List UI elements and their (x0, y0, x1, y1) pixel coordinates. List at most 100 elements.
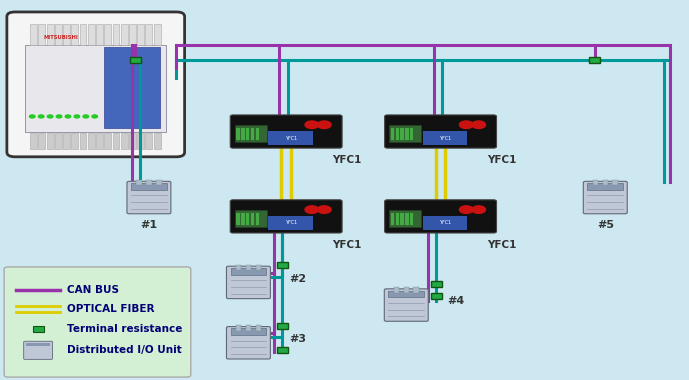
Circle shape (56, 115, 62, 118)
Bar (25, 45, 166, 131)
Bar (391, 128, 394, 140)
Bar (241, 128, 245, 140)
Bar (104, 133, 111, 149)
Text: #3: #3 (289, 334, 307, 344)
Bar (80, 24, 87, 45)
Bar (276, 347, 287, 353)
Circle shape (92, 115, 97, 118)
Bar (389, 211, 422, 227)
Bar (39, 24, 45, 45)
Text: YFC1: YFC1 (439, 136, 451, 141)
FancyBboxPatch shape (227, 326, 270, 359)
Bar (236, 325, 241, 331)
Bar (129, 24, 136, 45)
Bar (236, 213, 240, 225)
Bar (389, 291, 424, 298)
Text: YFC1: YFC1 (333, 155, 362, 165)
Bar (88, 24, 94, 45)
Bar (136, 180, 142, 185)
Bar (395, 128, 399, 140)
Bar (268, 216, 313, 230)
Bar (154, 24, 161, 45)
Text: MITSUBISHI: MITSUBISHI (44, 35, 79, 40)
Text: OPTICAL FIBER: OPTICAL FIBER (67, 304, 154, 314)
FancyBboxPatch shape (23, 341, 52, 359)
Bar (431, 281, 442, 287)
Text: CAN BUS: CAN BUS (67, 285, 119, 295)
Circle shape (39, 115, 44, 118)
Bar (405, 213, 409, 225)
Bar (235, 125, 267, 142)
Bar (63, 133, 70, 149)
Bar (112, 24, 119, 45)
Bar (256, 325, 261, 331)
Text: YFC1: YFC1 (333, 240, 362, 250)
Bar (30, 24, 37, 45)
Circle shape (305, 206, 319, 214)
Bar (256, 213, 259, 225)
Bar (80, 133, 87, 149)
Bar (268, 131, 313, 145)
Text: #4: #4 (447, 296, 464, 306)
Circle shape (30, 115, 35, 118)
Bar (47, 24, 54, 45)
Bar (276, 263, 287, 268)
Circle shape (48, 115, 53, 118)
Bar (129, 133, 136, 149)
Bar (423, 216, 467, 230)
FancyBboxPatch shape (384, 200, 497, 233)
Bar (26, 343, 50, 346)
Circle shape (460, 206, 473, 214)
Circle shape (65, 115, 71, 118)
FancyBboxPatch shape (230, 200, 342, 233)
Bar (235, 211, 267, 227)
Bar (39, 133, 45, 149)
Bar (246, 213, 249, 225)
Bar (276, 323, 287, 329)
Bar (391, 213, 394, 225)
Bar (236, 265, 241, 270)
Text: Distributed I/O Unit: Distributed I/O Unit (67, 345, 181, 355)
Circle shape (472, 206, 486, 214)
Bar (251, 213, 254, 225)
Text: YFC1: YFC1 (285, 136, 297, 141)
FancyBboxPatch shape (7, 12, 185, 157)
FancyBboxPatch shape (230, 115, 342, 148)
Bar (593, 180, 598, 185)
Bar (246, 325, 251, 331)
Circle shape (318, 121, 331, 128)
Circle shape (83, 115, 89, 118)
FancyBboxPatch shape (384, 115, 497, 148)
FancyBboxPatch shape (384, 289, 429, 321)
Circle shape (318, 206, 331, 214)
Bar (88, 133, 94, 149)
Text: #5: #5 (597, 220, 614, 230)
Bar (410, 213, 413, 225)
Text: YFC1: YFC1 (285, 220, 297, 225)
Circle shape (305, 121, 319, 128)
Circle shape (74, 115, 80, 118)
Bar (251, 128, 254, 140)
Bar (96, 24, 103, 45)
Bar (104, 47, 161, 128)
Bar (30, 133, 37, 149)
Bar (137, 24, 144, 45)
Text: #1: #1 (141, 220, 158, 230)
Bar (137, 133, 144, 149)
Bar (146, 180, 152, 185)
Bar (96, 133, 103, 149)
Bar (389, 125, 422, 142)
Bar (156, 180, 162, 185)
Bar (72, 133, 79, 149)
Bar (246, 265, 251, 270)
Bar (256, 128, 259, 140)
Bar (395, 213, 399, 225)
Bar (236, 128, 240, 140)
Bar (246, 128, 249, 140)
FancyBboxPatch shape (584, 181, 627, 214)
Bar (423, 131, 467, 145)
Circle shape (460, 121, 473, 128)
Text: Terminal resistance: Terminal resistance (67, 324, 182, 334)
Text: YFC1: YFC1 (487, 155, 516, 165)
Bar (405, 128, 409, 140)
